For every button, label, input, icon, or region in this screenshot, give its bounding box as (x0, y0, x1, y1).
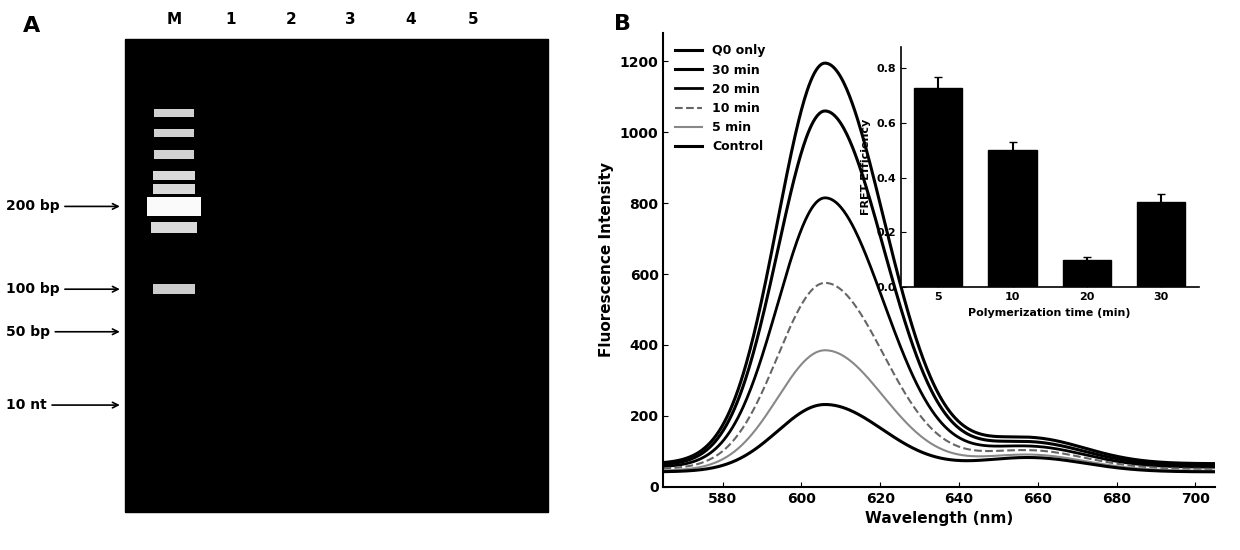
Bar (153, 184, 196, 194)
X-axis label: Wavelength (nm): Wavelength (nm) (866, 511, 1013, 526)
Text: B: B (614, 14, 631, 34)
Y-axis label: Fluorescence Intensity: Fluorescence Intensity (599, 162, 614, 358)
Bar (151, 223, 197, 233)
Bar (154, 109, 193, 118)
Text: 2: 2 (285, 13, 296, 28)
Text: M: M (166, 13, 181, 28)
Text: 3: 3 (346, 13, 356, 28)
Text: A: A (22, 16, 40, 36)
Bar (153, 171, 196, 180)
Bar (125, 39, 548, 512)
Text: 200 bp: 200 bp (6, 200, 118, 213)
Text: 1: 1 (226, 13, 237, 28)
Bar (154, 150, 193, 158)
Bar (153, 284, 196, 294)
Text: 10 nt: 10 nt (6, 398, 118, 412)
Text: 4: 4 (405, 13, 415, 28)
Text: 100 bp: 100 bp (6, 282, 118, 296)
Legend: Q0 only, 30 min, 20 min, 10 min, 5 min, Control: Q0 only, 30 min, 20 min, 10 min, 5 min, … (670, 39, 770, 158)
Bar (146, 197, 201, 216)
Text: 5: 5 (469, 13, 479, 28)
Text: 50 bp: 50 bp (6, 324, 118, 339)
Bar (154, 129, 193, 138)
